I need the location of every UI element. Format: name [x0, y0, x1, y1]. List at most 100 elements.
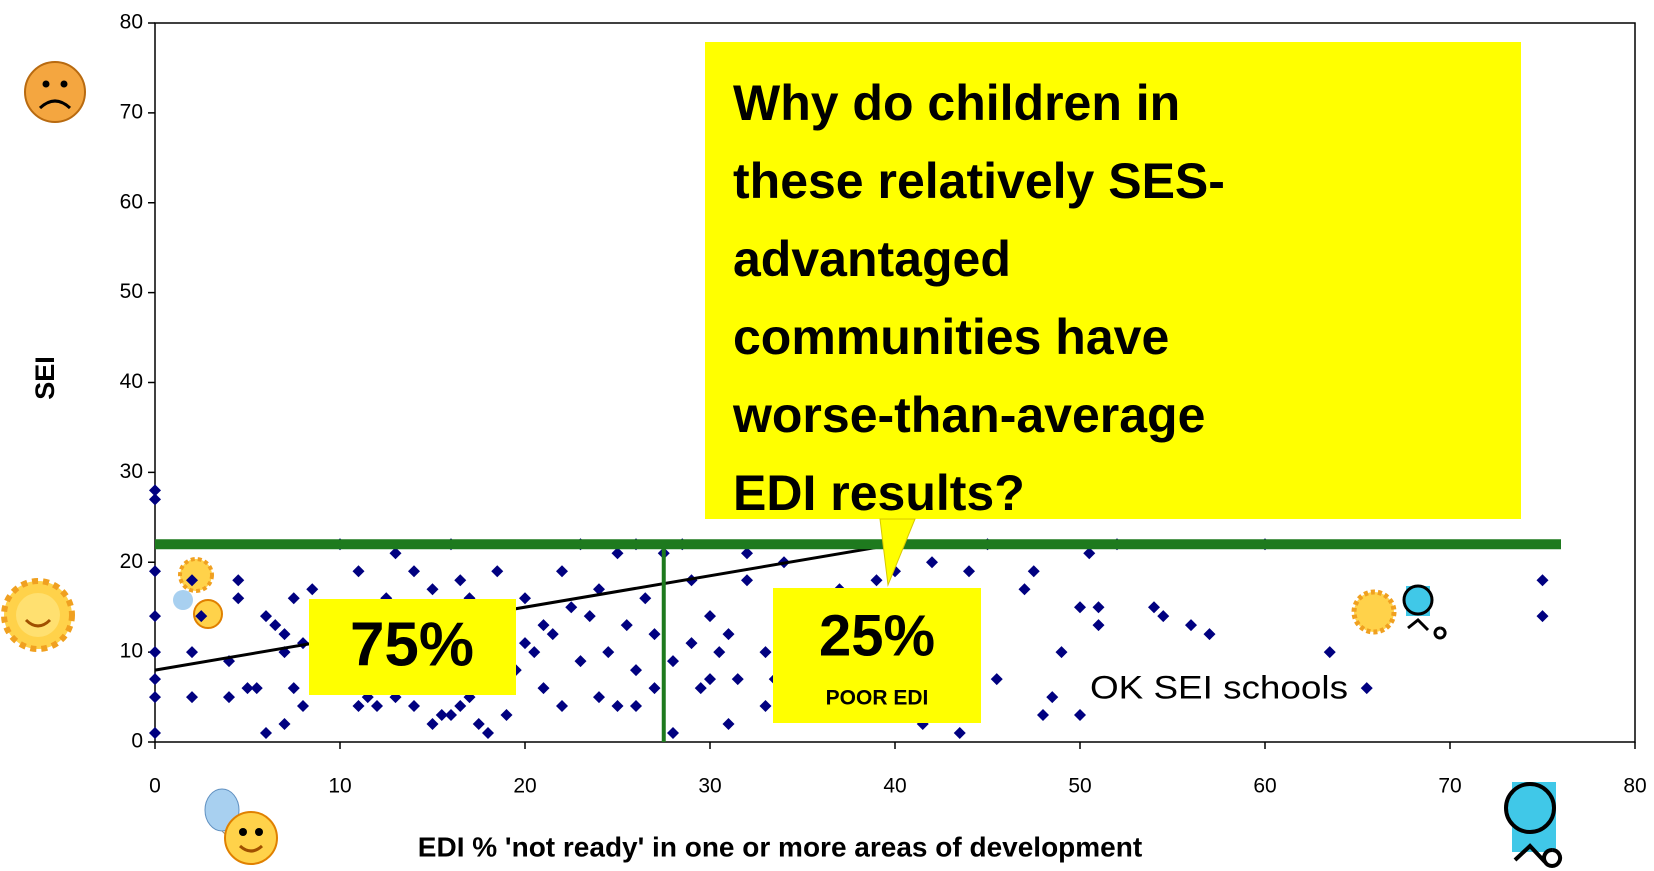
point	[408, 700, 420, 713]
callout-box	[705, 42, 1521, 519]
sad-face	[24, 61, 86, 123]
x-tick-label: 40	[883, 775, 906, 798]
point	[602, 646, 615, 659]
point	[241, 682, 254, 695]
point	[500, 709, 513, 722]
y-tick-label: 40	[120, 370, 143, 393]
point	[287, 592, 300, 605]
point	[389, 547, 402, 560]
balloon-face	[204, 788, 278, 865]
worried-face	[1402, 584, 1562, 868]
point	[741, 574, 753, 587]
y-tick-label: 20	[120, 550, 143, 573]
point	[426, 718, 439, 731]
point	[1536, 610, 1549, 623]
point	[186, 691, 198, 704]
point	[648, 628, 661, 641]
point	[667, 655, 679, 668]
point	[371, 700, 383, 713]
y-tick-label: 10	[120, 640, 143, 663]
point	[546, 628, 559, 641]
callout-text: advantaged	[733, 231, 1011, 287]
point	[1092, 619, 1105, 632]
point	[1074, 709, 1086, 722]
x-axis-label: EDI % 'not ready' in one or more areas o…	[418, 831, 1142, 862]
y-tick-label: 50	[120, 280, 143, 303]
point	[611, 547, 624, 560]
x-tick-label: 60	[1253, 775, 1276, 798]
point	[759, 646, 772, 659]
point	[186, 574, 198, 587]
point	[583, 610, 596, 623]
label-25: 25%	[819, 603, 935, 668]
x-tick-label: 10	[328, 775, 351, 798]
point	[250, 682, 263, 695]
callout-text: these relatively SES-	[733, 153, 1225, 209]
point	[1092, 601, 1105, 614]
point	[149, 565, 161, 578]
callout-text: Why do children in	[733, 75, 1180, 131]
point	[149, 673, 161, 686]
point	[482, 727, 494, 740]
point	[269, 619, 282, 632]
point	[620, 619, 633, 632]
point	[260, 610, 272, 623]
point	[149, 610, 161, 623]
x-tick-label: 80	[1623, 775, 1646, 798]
point	[704, 610, 716, 623]
point	[731, 673, 744, 686]
point	[426, 583, 439, 596]
point	[1055, 646, 1068, 659]
label-poor-edi: POOR EDI	[826, 687, 929, 710]
point	[1083, 547, 1096, 560]
point	[1037, 709, 1049, 722]
point	[287, 682, 300, 695]
point	[639, 592, 652, 605]
point	[1203, 628, 1216, 641]
point	[352, 700, 365, 713]
y-tick-label: 0	[131, 730, 143, 753]
point	[630, 664, 642, 677]
point	[223, 691, 235, 704]
point	[491, 565, 504, 578]
point	[149, 646, 161, 659]
point	[445, 709, 457, 722]
point	[352, 565, 365, 578]
point	[630, 700, 642, 713]
point	[297, 700, 309, 713]
point	[593, 583, 605, 596]
point	[528, 646, 541, 659]
point	[713, 646, 726, 659]
point	[232, 592, 245, 605]
callout-text: worse-than-average	[732, 387, 1205, 443]
x-tick-label: 30	[698, 775, 721, 798]
label-box	[309, 599, 516, 695]
point	[232, 574, 245, 587]
y-tick-label: 30	[120, 460, 143, 483]
trend-line	[154, 542, 896, 672]
point	[1536, 574, 1549, 587]
point	[454, 574, 467, 587]
point	[1027, 565, 1040, 578]
point	[722, 628, 735, 641]
note: OK SEI schools	[1090, 669, 1348, 705]
point	[648, 682, 661, 695]
point	[722, 718, 735, 731]
point	[685, 637, 698, 650]
point	[990, 673, 1003, 686]
label-box	[773, 588, 981, 723]
label-75: 75%	[350, 610, 474, 679]
point	[1018, 583, 1031, 596]
callout-arrow	[879, 518, 916, 587]
point	[870, 574, 883, 587]
point	[149, 493, 161, 506]
point	[593, 691, 605, 704]
point	[694, 682, 707, 695]
point	[306, 583, 319, 596]
point	[537, 682, 550, 695]
callout-text: EDI results?	[733, 465, 1025, 521]
point	[953, 727, 966, 740]
point	[704, 673, 716, 686]
